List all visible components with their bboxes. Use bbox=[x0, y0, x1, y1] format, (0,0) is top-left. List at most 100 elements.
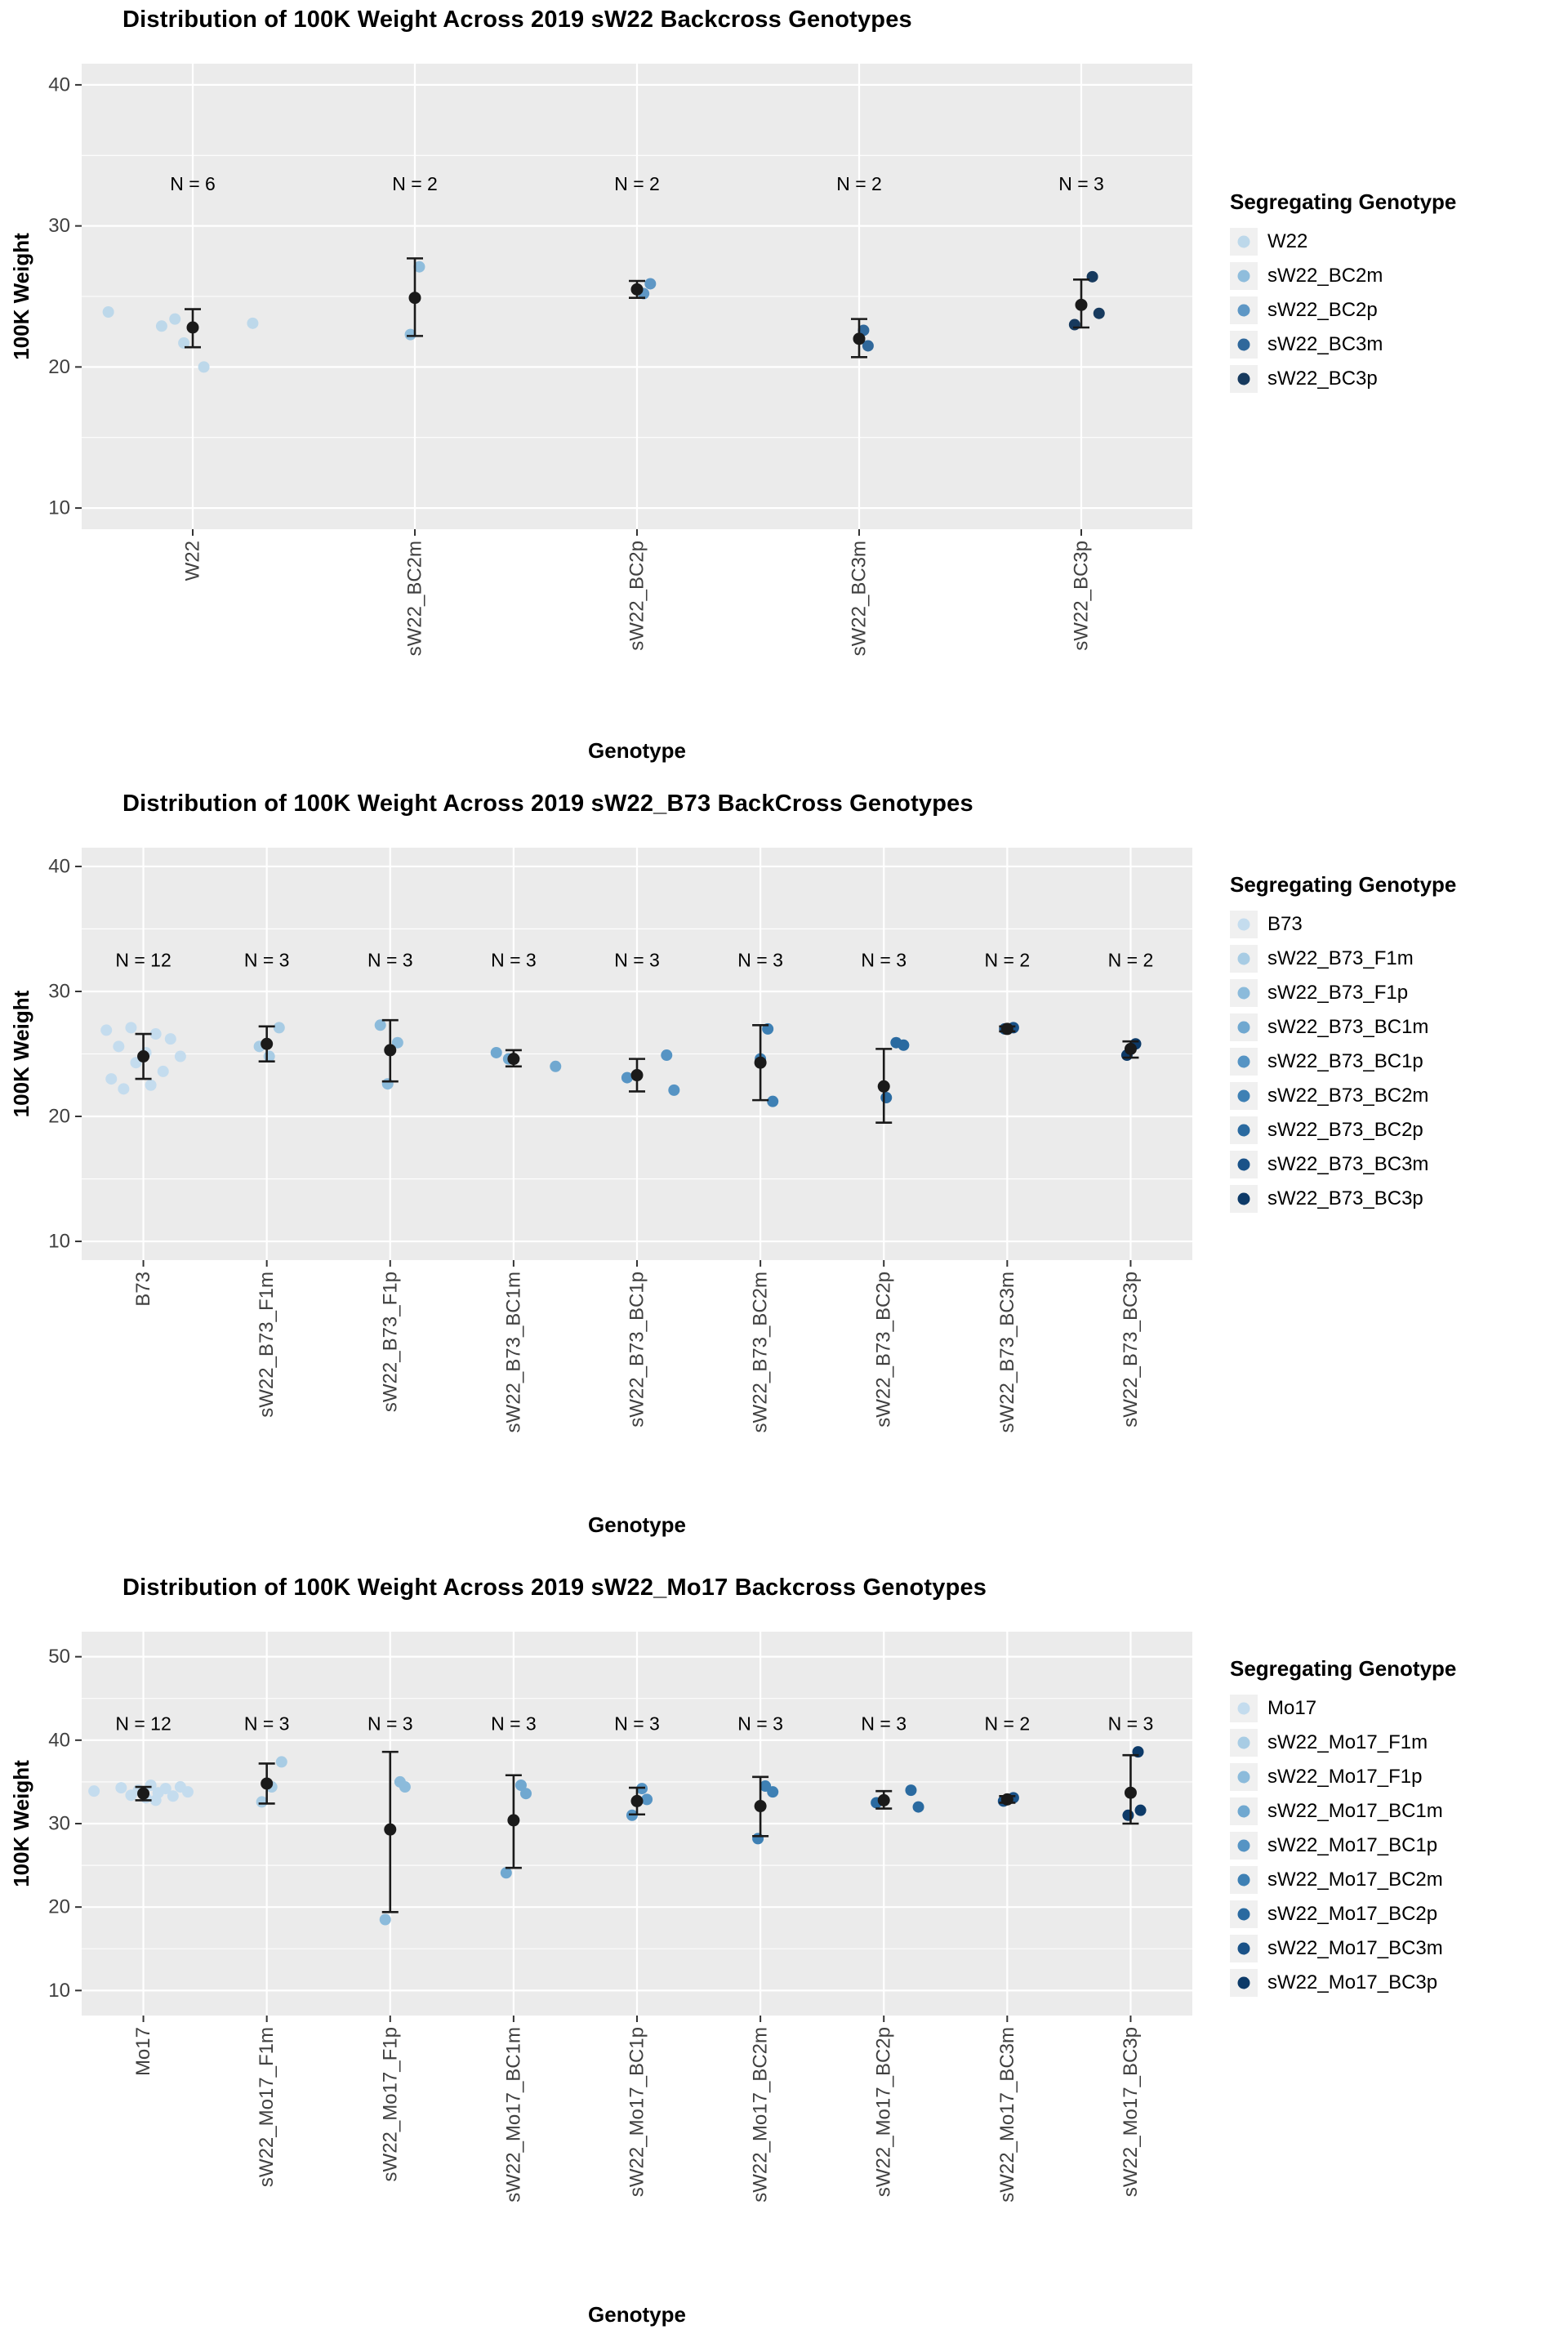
legend-item: sW22_Mo17_BC3m bbox=[1230, 1931, 1565, 1966]
data-point bbox=[644, 278, 657, 290]
x-tick-label: sW22_Mo17_BC2m bbox=[750, 2027, 772, 2203]
data-point bbox=[880, 1092, 893, 1104]
mean-point bbox=[877, 1080, 890, 1093]
x-tick-label: sW22_Mo17_BC2p bbox=[873, 2027, 895, 2197]
n-label: N = 3 bbox=[491, 1713, 537, 1734]
x-tick-label: sW22_BC2p bbox=[626, 541, 648, 651]
legend-key bbox=[1230, 331, 1258, 359]
data-point bbox=[88, 1785, 100, 1797]
legend-item: sW22_BC2m bbox=[1230, 259, 1565, 293]
x-tick-label: sW22_B73_BC3m bbox=[996, 1272, 1018, 1432]
data-point bbox=[157, 1065, 169, 1077]
chart-title-sw22-mo17: Distribution of 100K Weight Across 2019 … bbox=[122, 1575, 987, 1601]
x-tick-label: sW22_Mo17_F1m bbox=[256, 2027, 278, 2187]
legend-title: Segregating Genotype bbox=[1230, 1656, 1457, 1681]
x-tick-label: sW22_Mo17_BC1p bbox=[626, 2027, 648, 2197]
data-point bbox=[550, 1060, 562, 1072]
legend-item: B73 bbox=[1230, 907, 1565, 942]
n-label: N = 3 bbox=[614, 950, 660, 971]
legend-item: sW22_Mo17_BC2p bbox=[1230, 1897, 1565, 1931]
mean-point bbox=[877, 1793, 890, 1806]
legend-dot-icon bbox=[1237, 1976, 1250, 1989]
data-point bbox=[912, 1801, 924, 1813]
n-label: N = 3 bbox=[491, 950, 537, 971]
legend-item-label: B73 bbox=[1267, 913, 1303, 935]
n-label: N = 2 bbox=[836, 173, 882, 194]
x-tick-label: sW22_B73_BC1p bbox=[626, 1272, 648, 1428]
mean-point bbox=[630, 1794, 644, 1807]
legend-item-label: sW22_B73_F1p bbox=[1267, 982, 1409, 1004]
y-tick-label: 10 bbox=[48, 1231, 70, 1253]
legend-item-label: sW22_Mo17_BC3m bbox=[1267, 1937, 1443, 1959]
x-axis-title: Genotype bbox=[588, 1512, 686, 1537]
legend-item: sW22_B73_F1p bbox=[1230, 976, 1565, 1010]
legend-dot-icon bbox=[1237, 1192, 1250, 1205]
legend-dot-icon bbox=[1237, 1089, 1250, 1102]
n-label: N = 3 bbox=[1108, 1713, 1154, 1734]
data-point bbox=[155, 320, 167, 332]
legend-key bbox=[1230, 979, 1258, 1007]
legend-item: sW22_B73_BC1m bbox=[1230, 1010, 1565, 1045]
legend-key bbox=[1230, 262, 1258, 290]
data-point bbox=[169, 313, 181, 325]
n-label: N = 3 bbox=[737, 950, 783, 971]
data-point bbox=[767, 1786, 779, 1798]
legend-dot-icon bbox=[1237, 1736, 1250, 1749]
n-label: N = 3 bbox=[368, 1713, 413, 1734]
data-point bbox=[118, 1083, 130, 1095]
mean-point bbox=[186, 321, 199, 334]
n-label: N = 3 bbox=[737, 1713, 783, 1734]
y-tick-label: 10 bbox=[48, 497, 70, 519]
legend-item-label: sW22_BC3m bbox=[1267, 333, 1383, 355]
legend-item: sW22_BC3p bbox=[1230, 362, 1565, 396]
legend-item: sW22_B73_BC2p bbox=[1230, 1113, 1565, 1147]
data-point bbox=[661, 1049, 673, 1062]
mean-point bbox=[630, 1069, 644, 1082]
legend-key bbox=[1230, 1116, 1258, 1144]
mean-point bbox=[384, 1044, 397, 1057]
legend-key bbox=[1230, 228, 1258, 256]
legend-key bbox=[1230, 1969, 1258, 1997]
chart-section-sw22-mo17: Distribution of 100K Weight Across 2019 … bbox=[0, 1568, 1568, 2352]
y-tick-label: 20 bbox=[48, 356, 70, 378]
legend-item-label: sW22_B73_BC1m bbox=[1267, 1016, 1429, 1038]
legend-key bbox=[1230, 1797, 1258, 1825]
x-tick-label: Mo17 bbox=[132, 2027, 154, 2076]
data-point bbox=[159, 1783, 172, 1795]
n-label: N = 3 bbox=[861, 950, 906, 971]
data-point bbox=[767, 1095, 779, 1107]
chart-title-sw22-b73: Distribution of 100K Weight Across 2019 … bbox=[122, 791, 973, 817]
y-tick-label: 20 bbox=[48, 1896, 70, 1918]
sw22-mo17-legend: Segregating Genotype Mo17 sW22_Mo17_F1m sW2… bbox=[1230, 1656, 1565, 2000]
mean-point bbox=[137, 1787, 150, 1800]
data-point bbox=[145, 1780, 157, 1791]
n-label: N = 3 bbox=[1058, 173, 1104, 194]
legend-dot-icon bbox=[1237, 1942, 1250, 1955]
data-point bbox=[247, 317, 259, 329]
sw22-b73-legend: Segregating Genotype B73 sW22_B73_F1m sW22_… bbox=[1230, 872, 1565, 1216]
data-point bbox=[490, 1046, 502, 1058]
legend-item-label: sW22_B73_F1m bbox=[1267, 947, 1414, 969]
n-label: N = 3 bbox=[244, 1713, 290, 1734]
mean-point bbox=[1124, 1042, 1137, 1055]
data-point bbox=[1093, 307, 1105, 319]
data-point bbox=[149, 1794, 162, 1806]
sw22-scatter-plot: N = 6 N = 2 N = 2 N = 2 N = 3 10 20 30 40 W22 sW22… bbox=[9, 64, 1192, 763]
mean-point bbox=[507, 1814, 520, 1827]
data-point bbox=[898, 1039, 910, 1051]
n-label: N = 2 bbox=[985, 950, 1031, 971]
legend-key bbox=[1230, 911, 1258, 938]
mean-point bbox=[1000, 1793, 1013, 1806]
data-point bbox=[500, 1867, 512, 1879]
n-label: N = 12 bbox=[115, 950, 171, 971]
legend-dot-icon bbox=[1237, 987, 1250, 1000]
x-tick-label: sW22_B73_BC2m bbox=[750, 1272, 772, 1432]
legend-dot-icon bbox=[1237, 1771, 1250, 1784]
legend-dot-icon bbox=[1237, 270, 1250, 283]
data-point bbox=[413, 261, 425, 273]
legend-item-label: sW22_Mo17_BC1m bbox=[1267, 1800, 1443, 1822]
data-point bbox=[381, 1078, 394, 1090]
legend-item: sW22_B73_BC1p bbox=[1230, 1045, 1565, 1079]
x-tick-label: sW22_B73_F1p bbox=[379, 1272, 401, 1412]
x-tick-label: sW22_Mo17_F1p bbox=[379, 2027, 401, 2181]
